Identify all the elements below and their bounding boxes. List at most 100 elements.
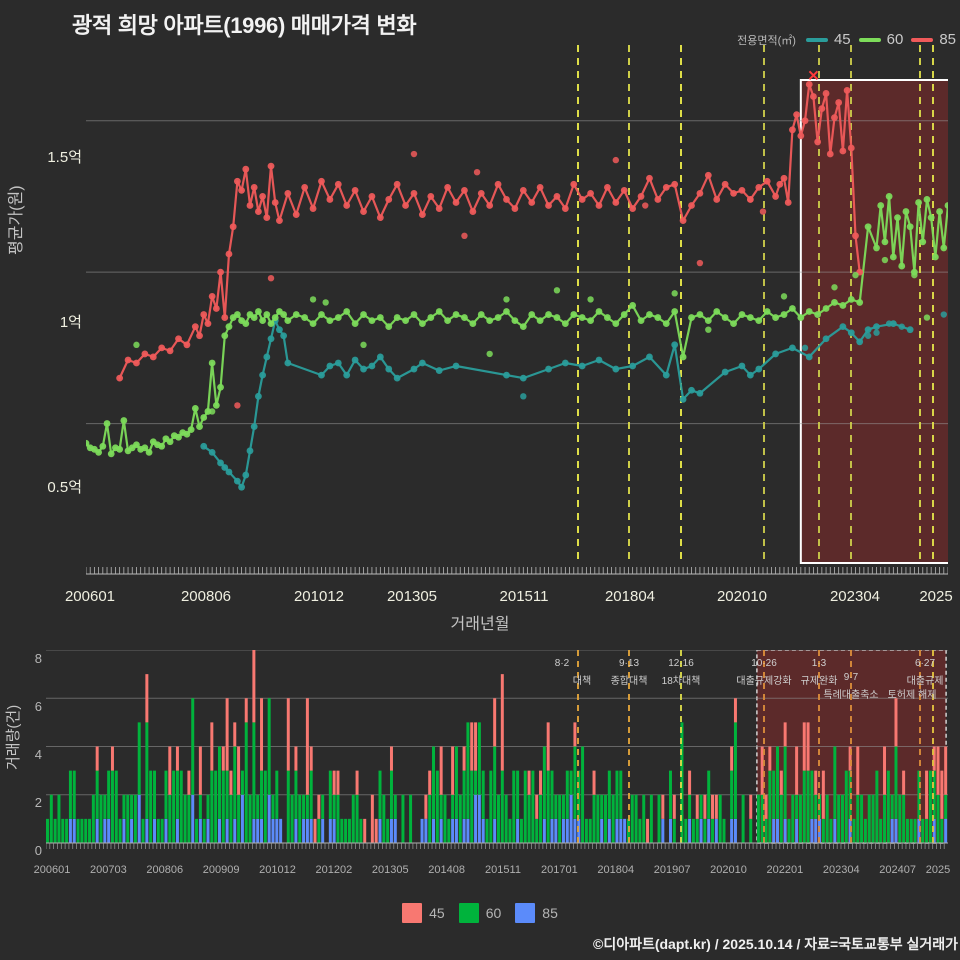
data-point-60 [351,320,359,328]
bar-seg-85 [424,818,428,843]
bar-seg-85 [439,818,443,843]
bar-seg-60 [600,794,604,819]
bar-seg-60 [187,794,191,843]
price-line-chart[interactable] [86,45,948,575]
bar-seg-85 [493,818,497,843]
top-legend-caption: 전용면적(㎡) [737,34,796,47]
annotation-date-1: 9·13 [618,658,640,669]
data-point-85 [116,374,124,382]
data-point-45 [318,371,325,379]
bar-seg-60 [221,770,225,843]
data-point-85 [376,214,384,222]
data-point-60 [511,317,519,324]
data-point-85 [255,208,262,215]
top-legend: 전용면적(㎡) 45 60 85 [737,31,956,48]
data-point-60 [120,417,128,424]
vol-ytick-8: 8 [34,651,42,666]
bar-seg-60 [565,770,569,819]
data-point-60 [368,317,376,324]
scatter-point [898,323,905,330]
bar-seg-60 [798,794,802,843]
bar-seg-85 [607,818,611,843]
bar-seg-45 [462,746,466,771]
main-x-tick-labels: 200601 200806 201012 201305 201511 20180… [0,588,960,612]
bar-seg-60 [936,794,940,843]
annotation-date-7: 6·27 [914,658,936,669]
top-legend-item-45[interactable]: 45 [805,31,851,48]
bar-seg-45 [210,722,214,771]
bar-seg-60 [890,794,894,819]
top-legend-item-85[interactable]: 85 [911,31,956,48]
bar-seg-60 [821,818,825,843]
annotation-date-0: 8·2 [554,658,570,669]
data-point-85 [511,205,519,212]
bar-seg-45 [848,746,852,771]
bar-seg-85 [260,818,264,843]
data-point-45 [255,392,262,400]
data-point-60 [233,311,241,318]
bottom-legend-item-60[interactable]: 60 [458,903,501,923]
vol-xtick-3: 200909 [202,864,240,876]
data-point-60 [334,314,342,321]
bar-seg-60 [302,794,306,819]
data-point-85 [805,80,813,88]
bottom-legend-item-85[interactable]: 85 [515,903,558,923]
bar-seg-60 [844,770,848,843]
bar-seg-60 [711,818,715,843]
data-point-85 [780,174,788,182]
data-point-85 [810,93,817,100]
data-point-45 [250,423,258,430]
data-point-60 [259,317,267,324]
data-point-45 [856,338,864,346]
data-point-85 [166,347,174,355]
bar-seg-60 [389,770,393,819]
data-point-45 [343,371,351,379]
bar-seg-60 [477,722,481,795]
bar-seg-60 [634,794,638,843]
data-point-85 [221,314,229,321]
data-point-60 [847,296,855,303]
bar-seg-45 [592,770,596,795]
data-point-45 [721,368,729,376]
data-point-85 [212,305,220,312]
data-point-60 [873,244,880,252]
bar-seg-60 [691,818,695,843]
legend-label-60: 60 [886,31,904,48]
annotation-date-2: 12·16 [668,658,694,669]
data-point-85 [738,186,746,194]
data-point-60 [780,311,788,318]
volume-y-axis-label: 거래량(건) [5,704,22,770]
bar-seg-60 [764,818,768,843]
data-point-85 [276,217,283,225]
main-xtick-7: 202304 [829,588,881,605]
main-x-axis-label: 거래년월 [450,616,510,633]
main-xtick-5: 201804 [604,588,656,605]
bar-seg-60 [46,818,49,843]
bar-seg-60 [944,794,948,819]
bar-seg-45 [894,698,898,747]
data-point-60 [191,405,199,412]
bar-seg-85 [107,818,111,843]
top-legend-item-60[interactable]: 60 [858,31,904,48]
bar-seg-85 [481,818,485,843]
bar-seg-60 [795,794,799,819]
bar-seg-60 [481,770,485,819]
legend-label-85: 85 [939,31,956,48]
bar-seg-60 [833,746,837,819]
bar-seg-60 [202,818,206,843]
bar-seg-45 [229,770,233,795]
data-point-60 [746,314,754,321]
data-point-85 [545,202,552,209]
data-point-60 [133,441,140,449]
bottom-legend-item-45[interactable]: 45 [402,903,445,923]
bar-seg-60 [271,794,275,819]
data-point-85 [410,190,418,197]
volume-bar-chart[interactable] [46,650,948,855]
vol-xtick-10: 201804 [597,864,635,876]
bar-seg-60 [145,722,149,819]
data-point-60 [902,208,910,215]
data-point-85 [772,193,779,200]
bar-seg-60 [940,818,944,843]
data-point-85 [763,177,771,185]
bar-seg-60 [588,818,592,843]
